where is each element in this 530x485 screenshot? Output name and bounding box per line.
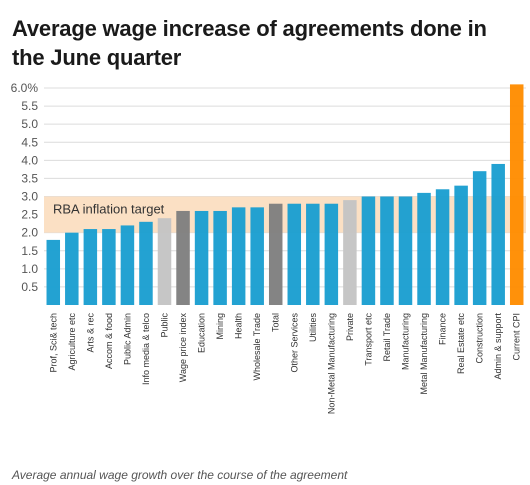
bar-prof-sci-tech (46, 239, 61, 305)
bar-public (157, 218, 172, 305)
x-tick-label: Accom & food (104, 313, 114, 369)
bar-retail-trade (380, 196, 394, 305)
x-tick-label: Admin & support (493, 313, 503, 380)
x-tick-label: Total (271, 313, 281, 332)
bar-transport-etc (361, 196, 376, 305)
chart-footnote: Average annual wage growth over the cour… (12, 468, 348, 482)
x-tick-label: Utilities (308, 313, 318, 343)
bar-info-media-telco (139, 221, 153, 305)
x-tick-label: Agriculture etc (67, 313, 77, 371)
y-tick-label: 2.0 (21, 226, 38, 240)
bar-public-admin (120, 225, 135, 305)
bar-finance (435, 189, 450, 305)
bar-other-services (287, 203, 302, 305)
y-axis: 0.5 1.0 1.5 2.0 2.5 3.0 3.5 4.0 4.5 5.0 5.5 6.0% (11, 81, 39, 294)
x-tick-label: Construction (475, 313, 485, 364)
bar-arts-rec (83, 229, 98, 305)
bar-current-cpi (509, 84, 524, 305)
x-tick-label: Transport etc (363, 313, 373, 366)
x-tick-label: Education (197, 313, 207, 353)
bar-manufacturing (398, 196, 413, 305)
y-tick-label: 5.0 (21, 117, 38, 131)
bar-real-estate-etc (454, 185, 468, 305)
x-tick-label: Real Estate etc (456, 312, 466, 374)
x-tick-label: Other Services (289, 313, 299, 373)
y-tick-label: 3.5 (21, 171, 38, 185)
bar-private (343, 200, 357, 305)
bar-wage-price-index (176, 210, 190, 305)
x-axis-labels: Prof, Sci& tech Agriculture etc Arts & rec… (48, 312, 521, 414)
x-tick-label: Current CPI (512, 313, 522, 361)
x-tick-label: Private (345, 313, 355, 341)
bar-health (231, 207, 246, 305)
bar-non-metal-manufacturing (324, 203, 339, 305)
x-tick-label: Mining (215, 313, 225, 340)
bar-metal-manufacturing (417, 192, 431, 305)
x-tick-label: Health (234, 313, 244, 339)
gridlines (44, 87, 526, 288)
bar-education (194, 210, 209, 305)
x-tick-label: Public (160, 313, 170, 338)
x-tick-label: Finance (438, 313, 448, 345)
x-tick-label: Manufacturing (401, 313, 411, 370)
y-tick-label: 0.5 (21, 280, 38, 294)
x-tick-label: Info media & telco (141, 313, 151, 385)
bar-admin-support (491, 163, 505, 305)
y-tick-label: 3.0 (21, 190, 38, 204)
x-tick-label: Prof, Sci& tech (48, 313, 58, 373)
y-tick-label: 2.5 (21, 208, 38, 222)
x-tick-label: Arts & rec (85, 313, 95, 353)
bar-accom-food (102, 229, 116, 305)
x-tick-label: Public Admin (122, 313, 132, 365)
x-tick-label: Metal Manufacturing (419, 313, 429, 395)
bar-construction (472, 171, 487, 305)
y-tick-label: 4.0 (21, 153, 38, 167)
y-tick-label: 1.0 (21, 262, 38, 276)
bar-wholesale-trade (250, 207, 264, 305)
chart-title: Average wage increase of agreements done… (12, 16, 487, 70)
y-tick-label: 1.5 (21, 244, 38, 258)
y-tick-label: 6.0% (11, 81, 39, 95)
x-tick-label: Retail Trade (382, 313, 392, 362)
bar-total (268, 203, 283, 305)
bar-agriculture-etc (65, 232, 79, 305)
x-tick-label: Wholesale Trade (252, 313, 262, 381)
bars (46, 84, 524, 305)
bar-mining (213, 210, 227, 305)
y-tick-label: 5.5 (21, 99, 38, 113)
inflation-target-label: RBA inflation target (53, 202, 165, 217)
y-tick-label: 4.5 (21, 135, 38, 149)
x-tick-label: Wage price index (178, 313, 188, 383)
x-tick-label: Non-Metal Manufacturing (326, 313, 336, 414)
bar-utilities (306, 203, 320, 305)
